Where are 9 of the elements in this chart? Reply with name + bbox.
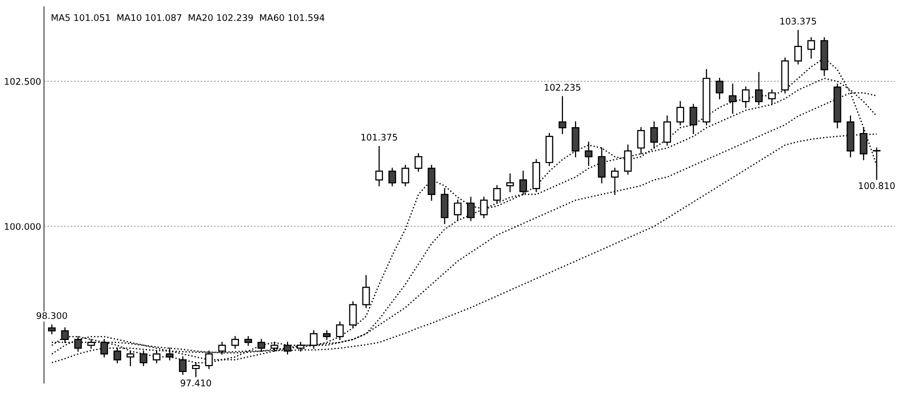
annotation: 102.235 — [544, 84, 580, 91]
annotation: 98.300 — [36, 312, 68, 320]
text: MA5 101.051 MA10 101.087 MA20 102.239 MA60 101.594 — [52, 14, 324, 22]
annotation: 97.410 — [180, 380, 212, 386]
annotation: 100.810 — [858, 182, 895, 190]
annotation: 103.375 — [780, 18, 816, 25]
y-tick-label: 100.000 — [4, 223, 41, 230]
y-tick-label: 102.500 — [4, 78, 41, 85]
annotation: 101.375 — [361, 134, 398, 141]
